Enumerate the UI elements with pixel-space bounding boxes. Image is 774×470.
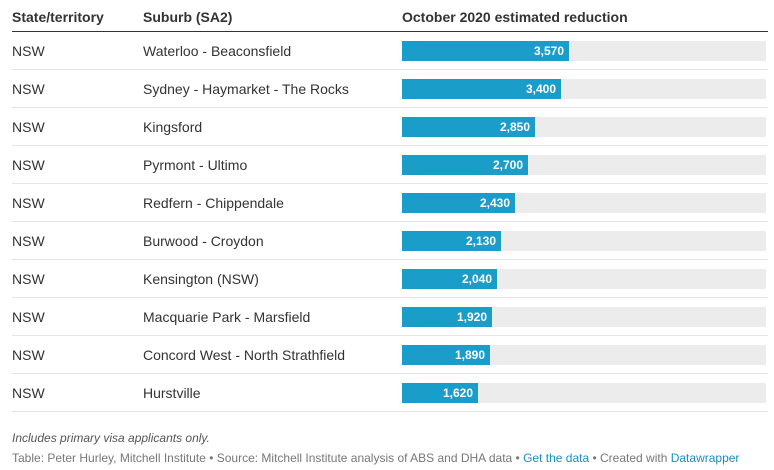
data-table: State/territory Suburb (SA2) October 202… bbox=[12, 0, 768, 412]
suburb-cell: Kingsford bbox=[143, 118, 203, 135]
bar bbox=[402, 154, 528, 175]
bar-track: 2,040 bbox=[402, 268, 766, 289]
table-row: NSW Burwood - Croydon 2,130 bbox=[12, 222, 768, 260]
bar bbox=[402, 230, 501, 251]
table-row: NSW Hurstville 1,620 bbox=[12, 374, 768, 412]
bar-value-label: 2,130 bbox=[465, 233, 496, 248]
bar-value-label: 2,700 bbox=[492, 157, 523, 172]
bar-track: 2,130 bbox=[402, 230, 766, 251]
bar bbox=[402, 192, 515, 213]
reduction-cell: 2,040 bbox=[402, 268, 768, 289]
reduction-cell: 2,130 bbox=[402, 230, 768, 251]
state-cell: NSW bbox=[12, 156, 45, 173]
table-row: NSW Kensington (NSW) 2,040 bbox=[12, 260, 768, 298]
bar-track: 1,890 bbox=[402, 344, 766, 365]
footer: Table: Peter Hurley, Mitchell Institute … bbox=[12, 451, 739, 465]
bar bbox=[402, 268, 497, 289]
bar-track: 1,620 bbox=[402, 382, 766, 403]
bar bbox=[402, 306, 492, 327]
table-notes: Includes primary visa applicants only. bbox=[12, 431, 210, 445]
footer-source: Table: Peter Hurley, Mitchell Institute … bbox=[12, 451, 524, 465]
state-cell: NSW bbox=[12, 42, 45, 59]
suburb-cell: Hurstville bbox=[143, 384, 201, 401]
bar-value-label: 2,850 bbox=[499, 119, 530, 134]
bar bbox=[402, 40, 569, 61]
header-reduction[interactable]: October 2020 estimated reduction bbox=[402, 9, 628, 25]
state-cell: NSW bbox=[12, 118, 45, 135]
state-cell: NSW bbox=[12, 308, 45, 325]
suburb-cell: Sydney - Haymarket - The Rocks bbox=[143, 80, 349, 97]
bar-track: 3,400 bbox=[402, 78, 766, 99]
suburb-cell: Burwood - Croydon bbox=[143, 232, 264, 249]
table-row: NSW Concord West - North Strathfield 1,890 bbox=[12, 336, 768, 374]
bar-track: 2,700 bbox=[402, 154, 766, 175]
table-row: NSW Macquarie Park - Marsfield 1,920 bbox=[12, 298, 768, 336]
footer-created: • Created with bbox=[589, 451, 671, 465]
suburb-cell: Pyrmont - Ultimo bbox=[143, 156, 248, 173]
bar-value-label: 1,920 bbox=[456, 309, 487, 324]
reduction-cell: 3,400 bbox=[402, 78, 768, 99]
reduction-cell: 1,890 bbox=[402, 344, 768, 365]
table-row: NSW Waterloo - Beaconsfield 3,570 bbox=[12, 32, 768, 70]
reduction-cell: 1,620 bbox=[402, 382, 768, 403]
header-state[interactable]: State/territory bbox=[12, 9, 104, 25]
table-row: NSW Sydney - Haymarket - The Rocks 3,400 bbox=[12, 70, 768, 108]
state-cell: NSW bbox=[12, 194, 45, 211]
table-body: NSW Waterloo - Beaconsfield 3,570 NSW Sydney… bbox=[12, 32, 768, 412]
bar-track: 2,430 bbox=[402, 192, 766, 213]
header-suburb[interactable]: Suburb (SA2) bbox=[143, 9, 233, 25]
bar bbox=[402, 382, 478, 403]
reduction-cell: 2,430 bbox=[402, 192, 768, 213]
bar-value-label: 1,620 bbox=[442, 385, 473, 400]
datawrapper-link[interactable]: Datawrapper bbox=[670, 451, 740, 465]
bar bbox=[402, 78, 561, 99]
bar-value-label: 3,570 bbox=[533, 43, 564, 58]
reduction-cell: 2,850 bbox=[402, 116, 768, 137]
reduction-cell: 2,700 bbox=[402, 154, 768, 175]
state-cell: NSW bbox=[12, 384, 45, 401]
suburb-cell: Redfern - Chippendale bbox=[143, 194, 284, 211]
table-row: NSW Redfern - Chippendale 2,430 bbox=[12, 184, 768, 222]
bar-value-label: 3,400 bbox=[525, 81, 556, 96]
bar-value-label: 2,040 bbox=[461, 271, 492, 286]
reduction-cell: 3,570 bbox=[402, 40, 768, 61]
bar-track: 3,570 bbox=[402, 40, 766, 61]
suburb-cell: Macquarie Park - Marsfield bbox=[143, 308, 311, 325]
bar-value-label: 2,430 bbox=[479, 195, 510, 210]
table-row: NSW Pyrmont - Ultimo 2,700 bbox=[12, 146, 768, 184]
get-data-link[interactable]: Get the data bbox=[523, 451, 590, 465]
bar-track: 2,850 bbox=[402, 116, 766, 137]
bar bbox=[402, 344, 490, 365]
bar-track: 1,920 bbox=[402, 306, 766, 327]
suburb-cell: Kensington (NSW) bbox=[143, 270, 259, 287]
bar-value-label: 1,890 bbox=[454, 347, 485, 362]
state-cell: NSW bbox=[12, 346, 45, 363]
suburb-cell: Waterloo - Beaconsfield bbox=[143, 42, 292, 59]
suburb-cell: Concord West - North Strathfield bbox=[143, 346, 346, 363]
reduction-cell: 1,920 bbox=[402, 306, 768, 327]
state-cell: NSW bbox=[12, 80, 45, 97]
table-header: State/territory Suburb (SA2) October 202… bbox=[12, 0, 768, 32]
bar bbox=[402, 116, 535, 137]
state-cell: NSW bbox=[12, 232, 45, 249]
table-row: NSW Kingsford 2,850 bbox=[12, 108, 768, 146]
state-cell: NSW bbox=[12, 270, 45, 287]
